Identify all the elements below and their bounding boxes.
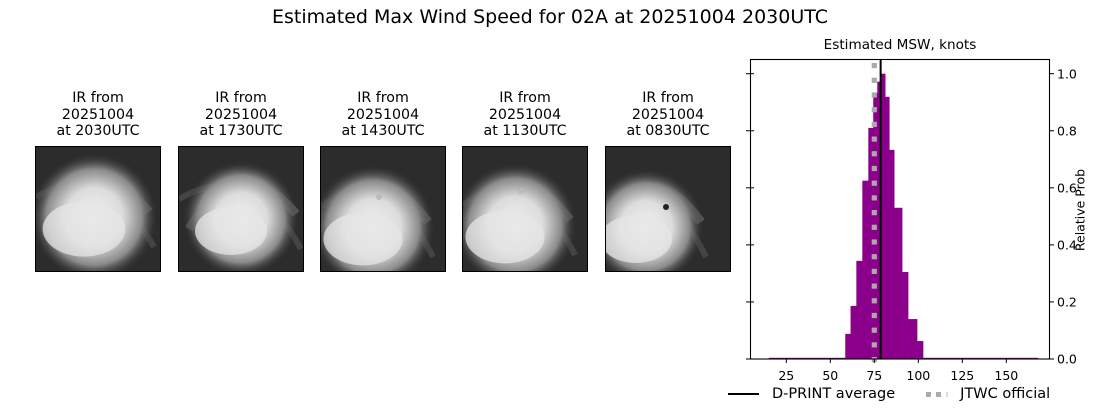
histogram-bar — [862, 180, 869, 359]
y-tick-label: 0.4 — [1057, 237, 1077, 253]
jtwc-marker — [871, 77, 877, 83]
histogram-bar — [889, 149, 895, 359]
x-tick-label: 25 — [778, 368, 795, 383]
ir-panel-title: IR from 20251004 at 1430UTC — [341, 90, 425, 139]
histogram-bar — [902, 271, 909, 359]
jtwc-marker — [871, 268, 877, 274]
jtwc-marker — [871, 121, 877, 127]
histogram-bar — [845, 333, 851, 359]
legend-jtwc-label: JTWC official — [960, 386, 1051, 402]
histogram-bar — [868, 127, 874, 359]
jtwc-marker — [871, 224, 877, 230]
jtwc-marker — [871, 327, 877, 333]
jtwc-marker — [871, 283, 877, 289]
histogram-bar — [923, 357, 1039, 359]
jtwc-marker — [871, 165, 877, 172]
figure-title: Estimated Max Wind Speed for 02A at 2025… — [271, 6, 828, 28]
satellite-ir-image-icon — [35, 146, 161, 272]
x-tick-label: 75 — [866, 368, 883, 383]
satellite-ir-image-icon — [178, 146, 304, 272]
jtwc-marker — [871, 63, 877, 69]
ir-panel-title: IR from 20251004 at 0830UTC — [626, 90, 710, 139]
x-tick-label: 50 — [822, 368, 839, 383]
ir-panel-title: IR from 20251004 at 1730UTC — [199, 90, 283, 139]
y-tick-label: 0.0 — [1057, 351, 1077, 367]
x-tick-label: 150 — [994, 368, 1019, 383]
histogram-bar — [856, 260, 863, 359]
jtwc-marker — [871, 210, 877, 216]
legend: D-PRINT average JTWC official — [728, 386, 1050, 402]
jtwc-marker — [871, 136, 877, 142]
jtwc-dotted-swatch-icon — [926, 391, 949, 397]
jtwc-marker — [871, 239, 877, 245]
satellite-ir-image-icon — [320, 146, 446, 272]
ir-panel-title: IR from 20251004 at 1130UTC — [483, 90, 567, 139]
x-tick-label: 100 — [906, 368, 931, 383]
y-axis-label: Relative Prob — [1072, 168, 1088, 252]
jtwc-marker — [871, 298, 877, 304]
jtwc-marker — [871, 195, 877, 201]
histogram-bar — [885, 96, 890, 359]
histogram-plot — [746, 58, 1054, 363]
jtwc-marker — [871, 342, 877, 348]
dprint-line-swatch-icon — [728, 393, 759, 395]
jtwc-marker — [871, 254, 877, 260]
jtwc-marker — [871, 180, 877, 186]
y-tick-label: 0.2 — [1057, 294, 1077, 310]
jtwc-marker — [871, 151, 877, 157]
jtwc-marker — [871, 92, 877, 98]
histogram-bar — [917, 341, 924, 359]
x-tick-label: 125 — [950, 368, 975, 383]
satellite-ir-image-icon — [605, 146, 731, 272]
histogram-bar — [880, 73, 886, 359]
histogram-axes — [746, 58, 1054, 363]
satellite-ir-image-icon — [462, 146, 588, 272]
histogram-bar — [877, 81, 881, 359]
ir-panel-title: IR from 20251004 at 2030UTC — [56, 90, 140, 139]
histogram-bar — [768, 357, 846, 359]
histogram-bar — [850, 305, 857, 359]
histogram-bar — [894, 207, 903, 359]
y-tick-label: 1.0 — [1057, 66, 1077, 82]
y-tick-label: 0.8 — [1057, 123, 1077, 139]
histogram-bar — [908, 319, 918, 359]
jtwc-marker — [871, 107, 877, 113]
chart-title: Estimated MSW, knots — [823, 37, 977, 53]
jtwc-marker — [871, 312, 877, 319]
y-tick-label: 0.6 — [1057, 180, 1077, 196]
legend-dprint-label: D-PRINT average — [772, 386, 896, 402]
